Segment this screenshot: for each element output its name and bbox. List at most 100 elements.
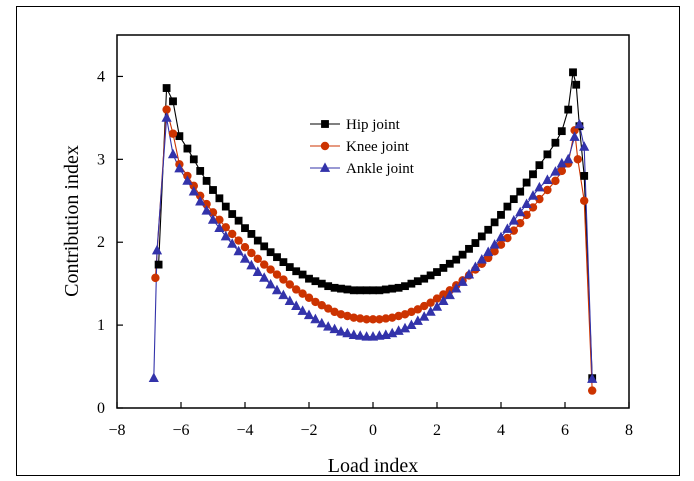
data-point-ankle-joint — [463, 268, 475, 279]
data-point-ankle-joint — [291, 300, 302, 310]
data-point-ankle-joint — [214, 222, 225, 233]
data-point-knee-joint — [298, 289, 307, 298]
data-point-ankle-joint — [521, 198, 532, 208]
data-point-ankle-joint — [265, 278, 276, 289]
data-point-hip-joint — [253, 236, 262, 245]
data-point-knee-joint — [168, 129, 178, 138]
y-tick-label: 1 — [97, 317, 105, 334]
data-point-knee-joint — [272, 270, 282, 279]
plot-area — [116, 34, 630, 409]
data-point-ankle-joint — [569, 131, 580, 141]
data-point-ankle-joint — [508, 215, 519, 225]
x-tick-label: 0 — [369, 422, 377, 439]
data-point-ankle-joint — [444, 289, 455, 300]
data-point-ankle-joint — [393, 325, 404, 335]
legend-label-knee-joint: Knee joint — [346, 139, 410, 155]
data-point-hip-joint — [471, 239, 480, 247]
legend-marker-knee-joint — [320, 141, 330, 151]
data-point-ankle-joint — [310, 313, 321, 324]
data-point-hip-joint — [266, 248, 275, 257]
x-tick-label: 2 — [433, 422, 441, 439]
x-tick-label: −6 — [172, 422, 189, 439]
y-tick-label: 2 — [97, 234, 105, 251]
data-point-hip-joint — [497, 210, 505, 219]
data-point-knee-joint — [551, 176, 560, 186]
data-point-hip-joint — [273, 253, 281, 262]
x-tick-label: −8 — [108, 422, 125, 439]
x-tick-label: −2 — [300, 422, 317, 439]
data-point-knee-joint — [240, 242, 250, 252]
data-point-ankle-joint — [284, 295, 295, 305]
data-point-hip-joint — [285, 263, 294, 271]
data-point-ankle-joint — [297, 305, 308, 315]
data-point-hip-joint — [433, 268, 441, 276]
data-point-knee-joint — [279, 275, 288, 284]
legend-marker-ankle-joint — [319, 162, 331, 172]
data-point-ankle-joint — [233, 245, 244, 256]
x-tick-label: 6 — [561, 422, 569, 439]
x-tick-label: 8 — [625, 422, 633, 439]
data-point-ankle-joint — [148, 372, 159, 383]
x-tick-label: −4 — [236, 422, 253, 439]
data-point-hip-joint — [529, 170, 537, 179]
data-point-hip-joint — [196, 167, 205, 175]
data-point-hip-joint — [458, 250, 467, 259]
data-point-hip-joint — [209, 186, 217, 194]
data-point-hip-joint — [189, 155, 198, 164]
data-point-ankle-joint — [489, 239, 500, 249]
data-point-hip-joint — [543, 150, 552, 159]
data-point-hip-joint — [445, 259, 454, 268]
data-point-hip-joint — [241, 224, 249, 233]
data-point-hip-joint — [557, 127, 566, 136]
data-point-hip-joint — [516, 187, 525, 196]
data-point-ankle-joint — [515, 206, 526, 217]
data-point-ankle-joint — [574, 118, 585, 129]
data-point-hip-joint — [580, 172, 589, 180]
data-point-ankle-joint — [227, 238, 238, 248]
data-point-ankle-joint — [167, 148, 179, 159]
data-point-ankle-joint — [563, 153, 574, 164]
data-point-hip-joint — [228, 210, 237, 218]
data-point-knee-joint — [234, 236, 243, 245]
data-point-hip-joint — [154, 260, 163, 269]
data-point-ankle-joint — [195, 195, 206, 206]
x-axis-label: Load index — [328, 455, 419, 477]
data-point-hip-joint — [509, 195, 518, 204]
data-point-ankle-joint — [587, 373, 598, 383]
data-point-knee-joint — [304, 293, 314, 302]
x-tick-label: 4 — [497, 422, 505, 439]
y-tick-label: 4 — [97, 68, 105, 85]
y-axis-label: Contribution index — [61, 145, 83, 297]
data-point-hip-joint — [484, 225, 493, 234]
data-point-hip-joint — [234, 216, 243, 225]
legend-label-ankle-joint: Ankle joint — [346, 161, 415, 177]
data-point-hip-joint — [551, 138, 560, 147]
y-tick-label: 0 — [97, 400, 105, 417]
data-point-ankle-joint — [174, 162, 185, 173]
data-point-knee-joint — [266, 265, 275, 274]
data-point-ankle-joint — [188, 186, 199, 196]
data-point-ankle-joint — [335, 326, 347, 336]
data-point-ankle-joint — [550, 166, 561, 176]
data-point-ankle-joint — [348, 329, 359, 339]
data-point-knee-joint — [247, 248, 256, 258]
data-point-ankle-joint — [252, 266, 263, 276]
data-point-hip-joint — [452, 255, 461, 264]
data-point-ankle-joint — [355, 330, 366, 340]
data-point-knee-joint — [292, 285, 301, 294]
data-point-knee-joint — [573, 155, 582, 164]
data-point-ankle-joint — [161, 112, 172, 122]
data-point-hip-joint — [503, 202, 512, 211]
y-tick-label: 3 — [97, 151, 105, 168]
data-point-ankle-joint — [278, 289, 289, 300]
data-point-ankle-joint — [246, 259, 257, 270]
data-point-hip-joint — [477, 232, 486, 241]
data-point-ankle-joint — [476, 253, 487, 264]
data-point-hip-joint — [535, 161, 544, 170]
data-point-ankle-joint — [342, 327, 353, 338]
data-point-ankle-joint — [579, 141, 590, 151]
data-point-hip-joint — [569, 68, 577, 77]
data-point-ankle-joint — [387, 327, 398, 338]
data-point-hip-joint — [202, 176, 211, 185]
data-point-ankle-joint — [303, 309, 315, 320]
